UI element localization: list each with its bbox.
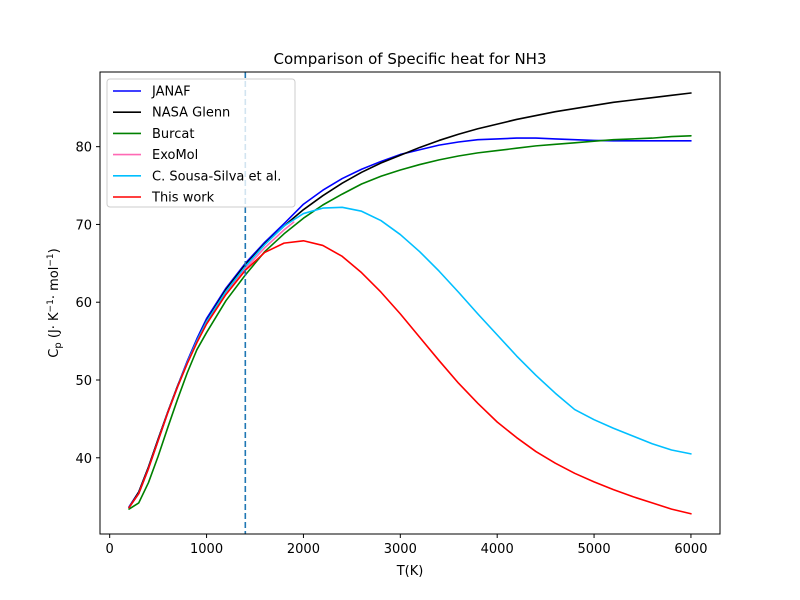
x-tick-label: 4000: [481, 542, 514, 557]
y-tick-label: 40: [75, 452, 92, 467]
y-axis-label: Cp (J· K−1· mol−1): [46, 248, 64, 357]
legend-label-exomol: ExoMol: [152, 148, 198, 163]
y-tick-label: 50: [75, 374, 92, 389]
x-tick-label: 0: [106, 542, 114, 557]
x-axis-ticks: 0 1000 2000 3000 4000 5000 6000: [106, 534, 707, 557]
series-line-burcat: [128, 134, 692, 510]
x-axis-label: T(K): [396, 564, 424, 579]
x-tick-label: 5000: [578, 542, 611, 557]
y-axis-ticks: 40 50 60 70 80: [75, 141, 100, 467]
x-tick-label: 2000: [287, 542, 320, 557]
legend-label-burcat: Burcat: [152, 127, 194, 142]
chart-title: Comparison of Specific heat for NH3: [274, 50, 547, 68]
x-tick-label: 1000: [190, 542, 223, 557]
x-tick-label: 6000: [674, 542, 707, 557]
legend-label-c-sousa-silva-et-al: C. Sousa-Silva et al.: [152, 169, 281, 184]
legend-label-janaf: JANAF: [151, 85, 191, 100]
series-layer: [128, 92, 692, 515]
plot-frame: [99, 71, 721, 535]
legend-box: [106, 78, 296, 208]
x-tick-label: 3000: [384, 542, 417, 557]
legend-label-nasa-glenn: NASA Glenn: [152, 106, 230, 121]
series-line-this-work: [128, 239, 692, 515]
y-tick-label: 80: [75, 141, 92, 156]
y-tick-label: 70: [75, 218, 92, 233]
legend-label-this-work: This work: [151, 191, 215, 206]
legend: JANAF NASA Glenn Burcat ExoMol C. Sousa-Silv…: [106, 78, 296, 208]
y-tick-label: 60: [75, 296, 92, 311]
